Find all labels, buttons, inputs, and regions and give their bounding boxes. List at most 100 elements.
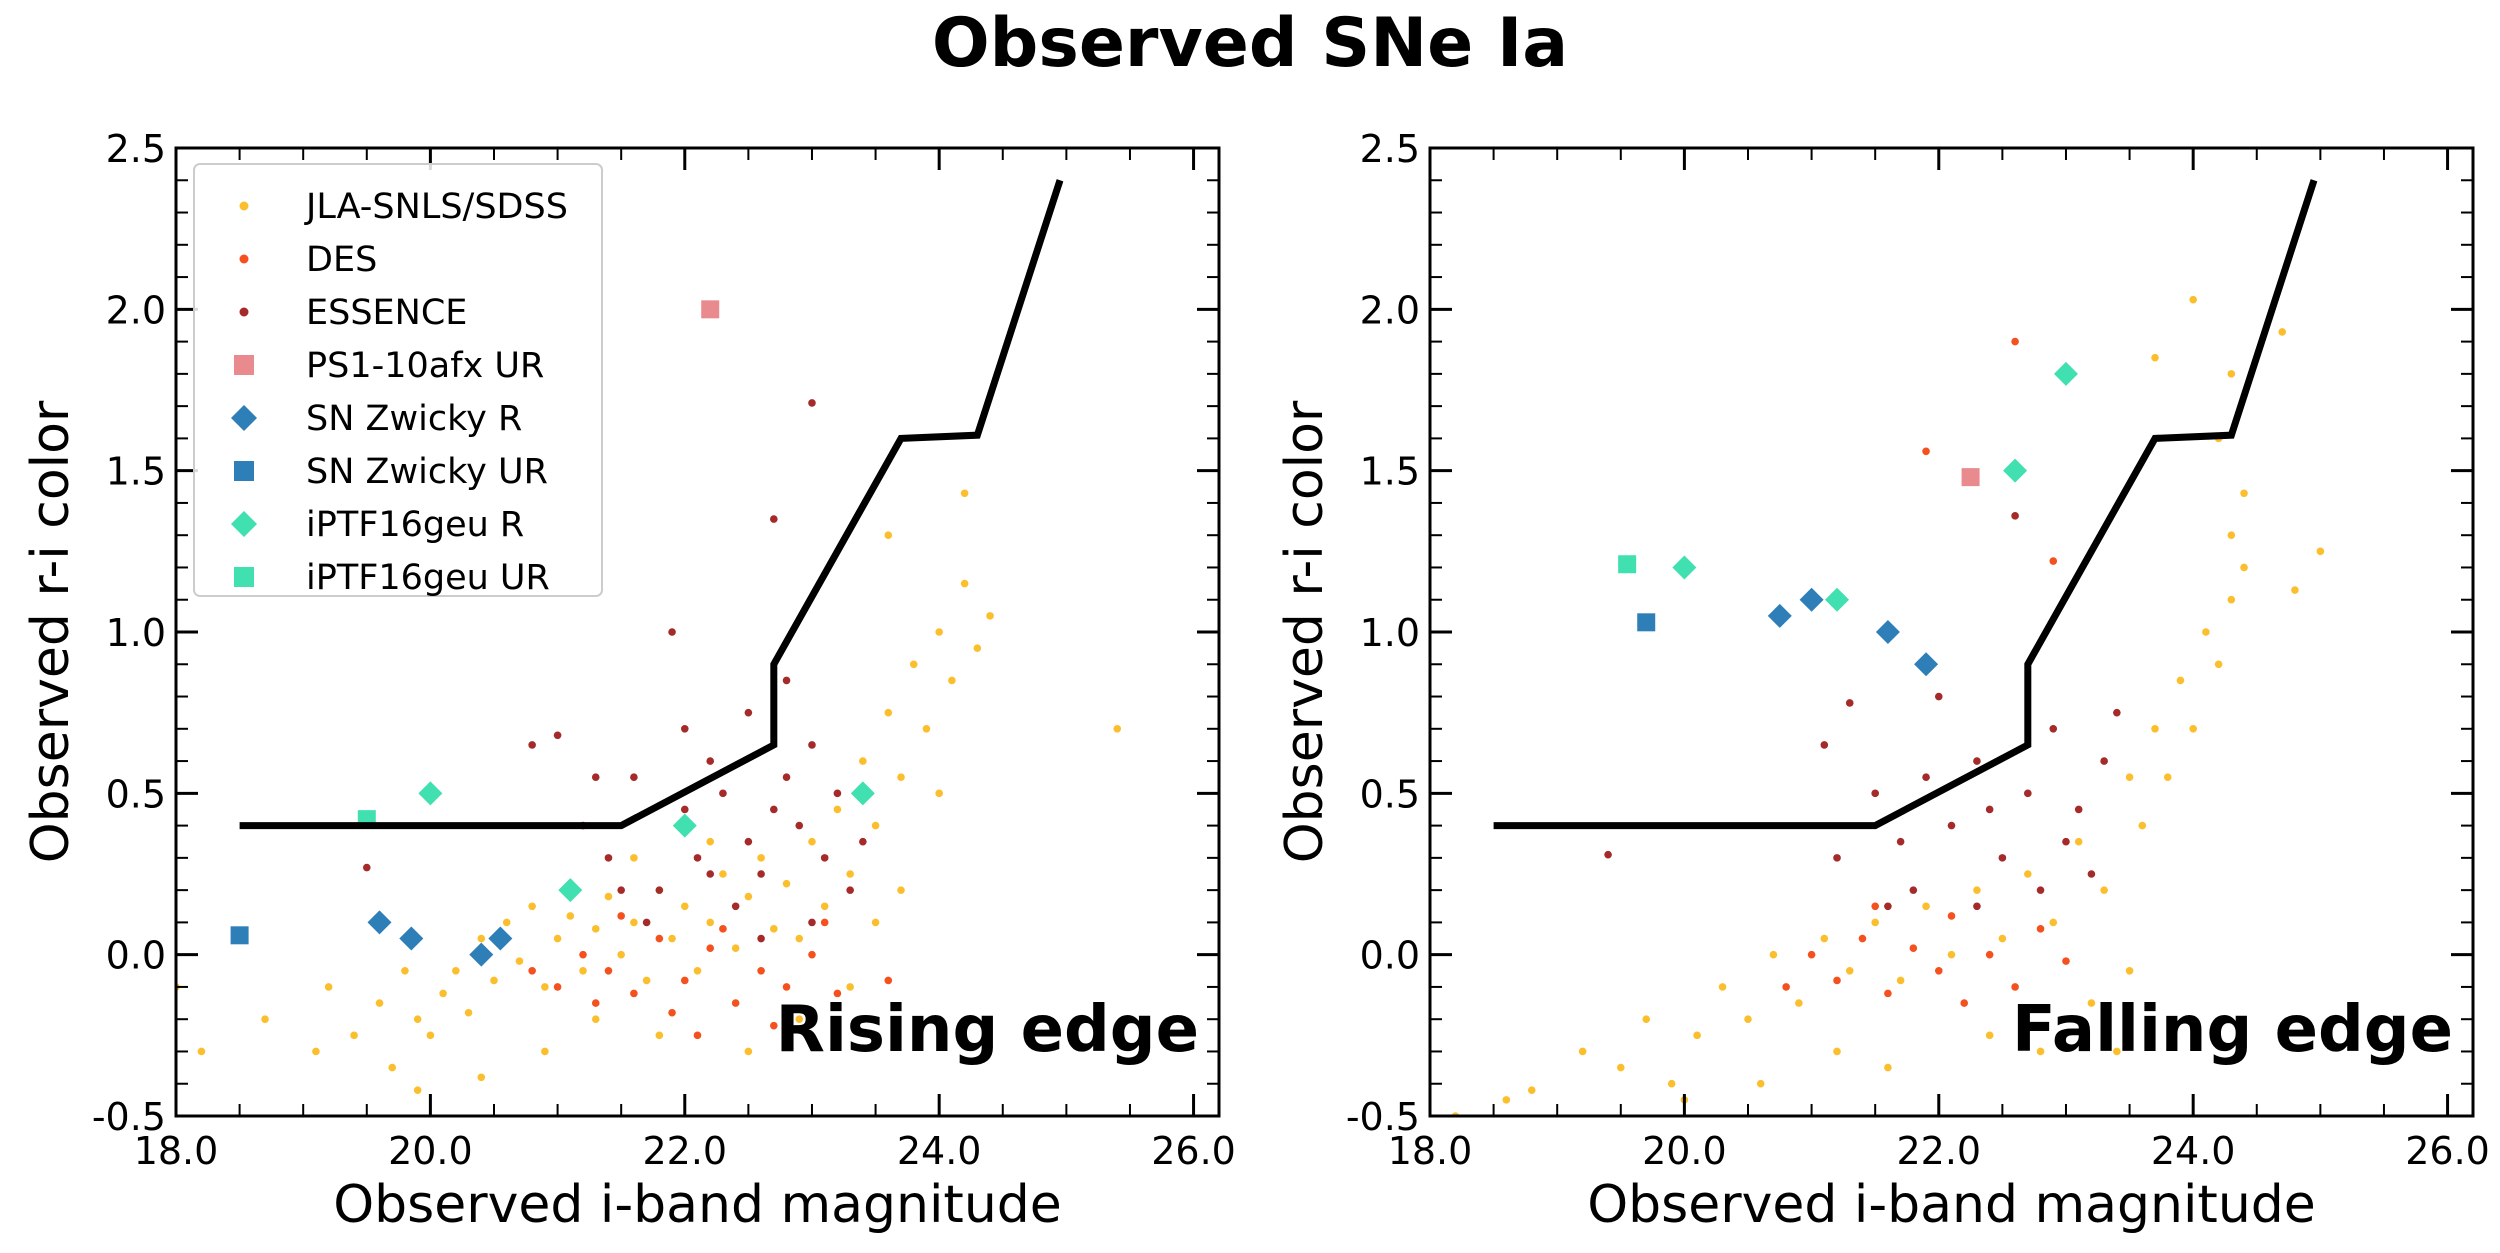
data-point	[401, 967, 409, 975]
data-point	[672, 813, 697, 838]
data-point	[642, 976, 651, 985]
data-point	[630, 773, 638, 781]
data-point	[701, 300, 720, 319]
data-point	[604, 892, 613, 901]
data-point	[2151, 353, 2159, 362]
data-point	[1718, 983, 1727, 991]
data-point	[1825, 587, 1850, 612]
data-point	[2151, 725, 2159, 733]
data-point	[362, 863, 371, 872]
series-iptf16geu-ur	[1618, 555, 1637, 574]
legend-marker	[239, 307, 249, 317]
data-point	[604, 967, 613, 975]
data-point	[744, 837, 753, 846]
x-tick-label: 24.0	[2151, 1129, 2236, 1173]
data-point	[770, 1021, 778, 1030]
data-point	[1973, 757, 1981, 765]
data-point	[490, 976, 498, 985]
legend-label: DES	[306, 240, 377, 280]
data-point	[2100, 886, 2108, 894]
data-point	[1934, 692, 1943, 701]
legend-label: SN Zwicky R	[306, 399, 522, 439]
data-point	[1858, 934, 1867, 943]
data-point	[630, 854, 638, 862]
data-point	[719, 789, 727, 798]
series-jla-snls-sdss	[176, 489, 1122, 1094]
data-point	[2036, 925, 2045, 933]
series-iptf16geu-r	[418, 781, 875, 903]
data-point	[464, 1008, 473, 1017]
data-point	[909, 660, 918, 669]
panel-left: 18.0 20.0 22.0 24.0 26.0 -0.5 0.0 0.5 1.0 1.5 2.0 2…	[21, 127, 1236, 1235]
series-sn-zwicky-r	[1767, 587, 1939, 677]
data-point	[477, 1073, 486, 1082]
data-point	[1947, 950, 1956, 959]
data-point	[655, 1031, 664, 1040]
data-point	[871, 918, 880, 927]
data-point	[1998, 934, 2007, 943]
data-point	[859, 837, 867, 846]
legend-marker	[234, 461, 254, 481]
data-point	[693, 1031, 702, 1040]
data-point	[795, 821, 804, 830]
selection-boundary-line	[239, 179, 1064, 830]
data-point	[1909, 944, 1918, 953]
legend-entry: DES	[239, 240, 377, 280]
selection-boundary-line	[1493, 179, 2318, 830]
data-point	[2049, 725, 2058, 733]
x-tick-label: 20.0	[1642, 1129, 1727, 1173]
data-point	[706, 918, 715, 927]
data-point	[833, 789, 842, 798]
y-tick-label: 2.0	[1360, 288, 1420, 332]
data-point	[642, 918, 651, 927]
legend-entry: ESSENCE	[239, 293, 467, 333]
data-point	[1820, 741, 1829, 749]
data-point	[2227, 370, 2236, 378]
data-point	[1985, 950, 1994, 959]
data-point	[2189, 295, 2197, 304]
data-point	[719, 925, 727, 933]
data-point	[884, 531, 893, 539]
data-point	[553, 983, 562, 991]
data-point	[2125, 967, 2134, 975]
data-point	[1985, 1031, 1994, 1040]
data-point	[2113, 708, 2121, 717]
data-point	[744, 892, 753, 901]
data-point	[1642, 1015, 1651, 1023]
data-point	[1973, 902, 1981, 911]
y-tick-label: 2.5	[106, 127, 166, 171]
data-point	[1934, 967, 1943, 975]
data-point	[2062, 957, 2070, 965]
data-point	[413, 1086, 422, 1094]
data-point	[1527, 1086, 1536, 1094]
legend-entry: iPTF16geu UR	[234, 558, 550, 598]
data-point	[757, 870, 765, 878]
data-point	[744, 1047, 753, 1056]
y-tick-label: 0.0	[106, 934, 166, 978]
data-point	[846, 870, 854, 878]
y-tick-label: 0.5	[106, 772, 166, 816]
data-point	[1884, 902, 1892, 911]
data-point	[367, 910, 392, 935]
x-tick-label: 22.0	[1896, 1129, 1981, 1173]
data-point	[2125, 773, 2134, 781]
data-point	[197, 1047, 206, 1056]
data-point	[591, 773, 600, 781]
data-point	[706, 870, 715, 878]
data-point	[2024, 789, 2032, 798]
data-point	[770, 515, 778, 523]
data-point	[1985, 805, 1994, 814]
data-point	[1807, 950, 1816, 959]
data-point	[1884, 1063, 1892, 1072]
x-tick-label: 26.0	[2405, 1129, 2490, 1173]
data-point	[680, 902, 689, 911]
data-point	[2163, 773, 2172, 781]
data-point	[2053, 361, 2078, 386]
data-point	[1871, 918, 1879, 927]
data-point	[820, 854, 829, 862]
legend-marker	[239, 254, 249, 264]
data-point	[2049, 557, 2058, 565]
y-axis-label: Observed r-i color	[1275, 400, 1335, 863]
data-point	[1604, 850, 1612, 859]
